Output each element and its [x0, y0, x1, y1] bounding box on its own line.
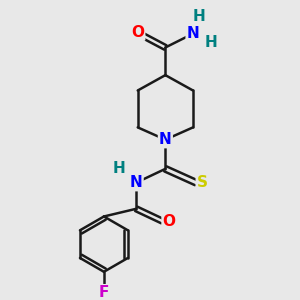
Text: H: H: [205, 35, 218, 50]
Text: S: S: [197, 175, 208, 190]
Text: H: H: [113, 161, 126, 176]
Text: O: O: [163, 214, 176, 229]
Text: N: N: [187, 26, 200, 41]
Text: F: F: [99, 285, 109, 300]
Text: H: H: [193, 9, 206, 24]
Text: N: N: [159, 132, 172, 147]
Text: O: O: [131, 25, 144, 40]
Text: N: N: [130, 175, 142, 190]
